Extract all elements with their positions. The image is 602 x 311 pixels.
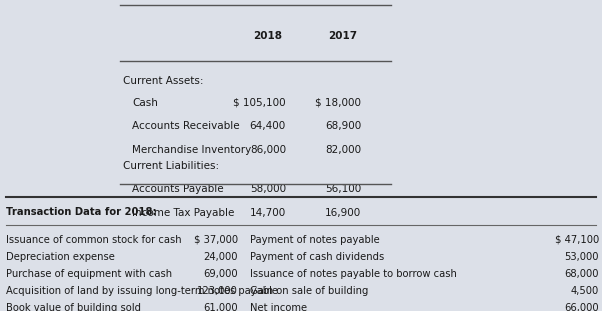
Text: $ 37,000: $ 37,000 (194, 235, 238, 245)
Text: Transaction Data for 2018:: Transaction Data for 2018: (6, 207, 157, 217)
Text: $ 47,100: $ 47,100 (554, 235, 599, 245)
Text: Issuance of notes payable to borrow cash: Issuance of notes payable to borrow cash (250, 269, 457, 279)
Text: 24,000: 24,000 (203, 252, 238, 262)
Text: 82,000: 82,000 (325, 145, 361, 155)
Text: Acquisition of land by issuing long-term notes payable: Acquisition of land by issuing long-term… (6, 286, 278, 296)
Text: 56,100: 56,100 (325, 184, 361, 194)
Text: 58,000: 58,000 (250, 184, 286, 194)
Text: $ 18,000: $ 18,000 (315, 98, 361, 108)
Text: 86,000: 86,000 (250, 145, 286, 155)
Text: 68,900: 68,900 (325, 121, 361, 131)
Text: 2017: 2017 (329, 31, 358, 41)
Text: Current Assets:: Current Assets: (123, 76, 204, 86)
Text: Payment of cash dividends: Payment of cash dividends (250, 252, 384, 262)
Text: 123,000: 123,000 (197, 286, 238, 296)
Text: Cash: Cash (132, 98, 158, 108)
Text: 69,000: 69,000 (203, 269, 238, 279)
Text: 68,000: 68,000 (565, 269, 599, 279)
Text: 64,400: 64,400 (250, 121, 286, 131)
Text: 53,000: 53,000 (565, 252, 599, 262)
Text: Issuance of common stock for cash: Issuance of common stock for cash (6, 235, 182, 245)
Text: 4,500: 4,500 (571, 286, 599, 296)
Text: Payment of notes payable: Payment of notes payable (250, 235, 380, 245)
Text: 66,000: 66,000 (564, 303, 599, 311)
Text: Book value of building sold: Book value of building sold (6, 303, 141, 311)
Text: 61,000: 61,000 (203, 303, 238, 311)
Text: Gain on sale of building: Gain on sale of building (250, 286, 368, 296)
Text: Accounts Receivable: Accounts Receivable (132, 121, 240, 131)
Text: 16,900: 16,900 (325, 208, 361, 218)
Text: Merchandise Inventory: Merchandise Inventory (132, 145, 252, 155)
Text: $ 105,100: $ 105,100 (234, 98, 286, 108)
Text: Purchase of equipment with cash: Purchase of equipment with cash (6, 269, 172, 279)
Text: Net income: Net income (250, 303, 307, 311)
Text: Depreciation expense: Depreciation expense (6, 252, 115, 262)
Text: 14,700: 14,700 (250, 208, 286, 218)
Text: 2018: 2018 (253, 31, 282, 41)
Text: Accounts Payable: Accounts Payable (132, 184, 224, 194)
Text: Income Tax Payable: Income Tax Payable (132, 208, 235, 218)
Text: Current Liabilities:: Current Liabilities: (123, 161, 220, 171)
